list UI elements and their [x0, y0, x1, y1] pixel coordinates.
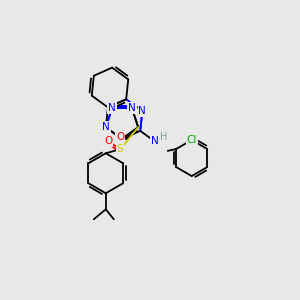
- Text: N: N: [102, 122, 110, 132]
- Text: N: N: [151, 136, 159, 146]
- Text: N: N: [128, 103, 136, 113]
- Text: Cl: Cl: [187, 135, 197, 145]
- Text: S: S: [117, 144, 124, 154]
- Text: O: O: [116, 132, 124, 142]
- Text: O: O: [104, 136, 112, 146]
- Text: N: N: [139, 106, 146, 116]
- Text: N: N: [108, 103, 116, 113]
- Text: H: H: [160, 133, 167, 142]
